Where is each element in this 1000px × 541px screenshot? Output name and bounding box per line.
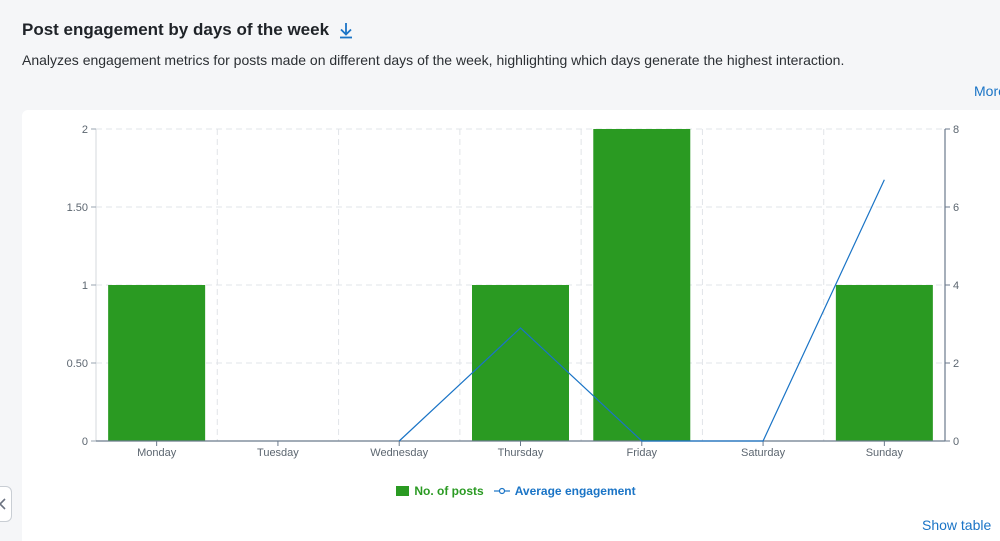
y-left-tick-label: 0 <box>82 436 88 448</box>
x-tick-label-sunday: Sunday <box>866 447 904 459</box>
title-row: Post engagement by days of the week <box>22 18 355 42</box>
legend-label-engagement: Average engagement <box>514 484 636 498</box>
legend-item-engagement[interactable]: Average engagement <box>493 484 636 498</box>
bar-thursday <box>472 285 569 441</box>
y-left-tick-label: 0.50 <box>67 358 88 370</box>
bar-friday <box>593 129 691 441</box>
x-tick-label-tuesday: Tuesday <box>257 447 299 459</box>
chart-header: Post engagement by days of the week <box>22 18 355 42</box>
show-table-link[interactable]: Show table <box>922 517 992 533</box>
y-right-tick-label: 0 <box>953 436 959 448</box>
y-right-tick-label: 4 <box>953 280 959 292</box>
y-left-tick-label: 1.50 <box>67 202 88 214</box>
chart-subtitle: Analyzes engagement metrics for posts ma… <box>22 52 845 68</box>
download-icon[interactable] <box>337 20 355 40</box>
legend-label-posts: No. of posts <box>414 484 484 498</box>
y-right-tick-label: 2 <box>953 358 959 370</box>
bar-sunday <box>835 285 933 441</box>
more-link[interactable]: More <box>974 83 1000 99</box>
legend-item-posts[interactable]: No. of posts <box>396 484 484 498</box>
chevron-left-icon <box>0 498 6 510</box>
y-right-tick-label: 8 <box>953 124 959 136</box>
chart-title: Post engagement by days of the week <box>22 20 330 39</box>
x-tick-label-wednesday: Wednesday <box>370 447 428 459</box>
y-left-tick-label: 1 <box>82 280 88 292</box>
bar-monday <box>108 285 206 441</box>
x-tick-label-friday: Friday <box>627 447 658 459</box>
x-tick-label-monday: Monday <box>137 447 177 459</box>
x-tick-label-thursday: Thursday <box>498 447 544 459</box>
y-left-tick-label: 2 <box>82 124 88 136</box>
legend-swatch-posts <box>396 486 410 496</box>
prev-button[interactable] <box>0 486 12 522</box>
legend-swatch-engagement <box>493 487 510 495</box>
chart-legend: No. of posts Average engagement <box>0 484 1000 498</box>
y-right-tick-label: 6 <box>953 202 959 214</box>
x-tick-label-saturday: Saturday <box>741 447 786 459</box>
